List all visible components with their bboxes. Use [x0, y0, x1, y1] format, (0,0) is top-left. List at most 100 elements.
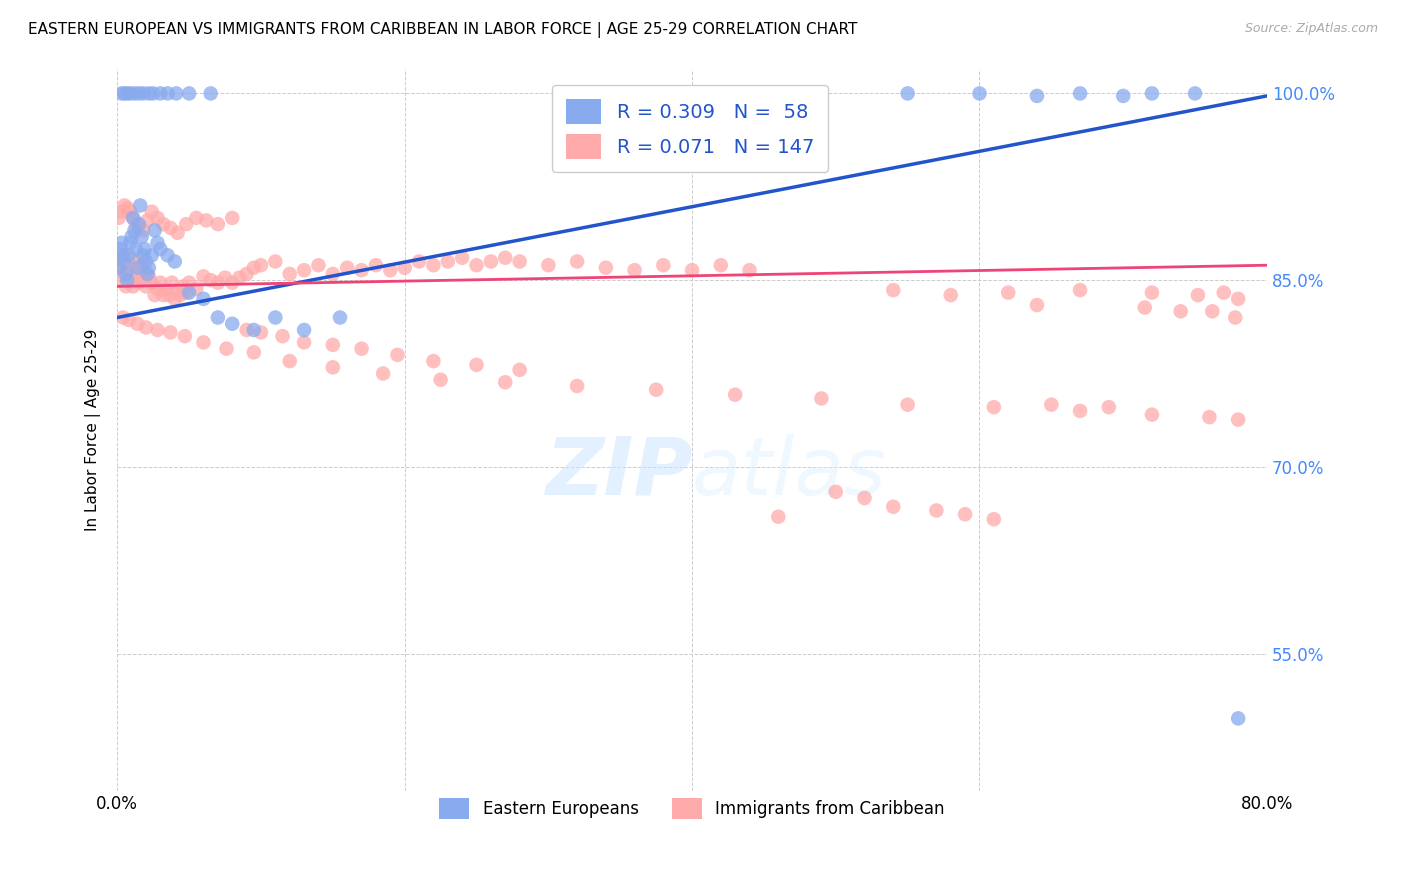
Point	[939, 288, 962, 302]
Point	[207, 276, 229, 290]
Legend: Eastern Europeans, Immigrants from Caribbean: Eastern Europeans, Immigrants from Carib…	[433, 791, 952, 826]
Point	[146, 235, 169, 250]
Point	[509, 363, 531, 377]
Point	[565, 379, 588, 393]
Point	[350, 263, 373, 277]
Point	[128, 276, 150, 290]
Point	[207, 217, 229, 231]
Point	[160, 276, 183, 290]
Point	[1098, 400, 1121, 414]
Point	[127, 317, 149, 331]
Point	[1140, 408, 1163, 422]
Point	[132, 223, 155, 237]
Point	[132, 273, 155, 287]
Point	[292, 323, 315, 337]
Point	[135, 320, 157, 334]
Point	[193, 292, 215, 306]
Point	[163, 254, 186, 268]
Point	[200, 273, 222, 287]
Point	[135, 279, 157, 293]
Point	[117, 273, 139, 287]
Point	[1133, 301, 1156, 315]
Point	[925, 503, 948, 517]
Point	[645, 383, 668, 397]
Point	[1140, 87, 1163, 101]
Point	[623, 263, 645, 277]
Point	[149, 276, 172, 290]
Point	[110, 204, 132, 219]
Point	[1187, 288, 1209, 302]
Point	[118, 254, 141, 268]
Point	[243, 345, 266, 359]
Point	[422, 258, 444, 272]
Point	[479, 254, 502, 268]
Point	[997, 285, 1019, 300]
Point	[117, 87, 139, 101]
Point	[1212, 285, 1234, 300]
Point	[146, 211, 169, 225]
Point	[114, 267, 136, 281]
Point	[897, 398, 920, 412]
Point	[146, 282, 169, 296]
Point	[127, 260, 149, 275]
Point	[1069, 404, 1091, 418]
Point	[124, 87, 146, 101]
Point	[152, 217, 174, 231]
Point	[110, 235, 132, 250]
Point	[436, 254, 458, 268]
Point	[214, 270, 236, 285]
Point	[565, 254, 588, 268]
Point	[221, 211, 243, 225]
Point	[142, 87, 165, 101]
Point	[114, 198, 136, 212]
Point	[111, 310, 134, 325]
Point	[243, 323, 266, 337]
Point	[595, 260, 617, 275]
Point	[152, 288, 174, 302]
Point	[114, 87, 136, 101]
Point	[537, 258, 560, 272]
Point	[983, 512, 1005, 526]
Point	[451, 251, 474, 265]
Point	[174, 285, 197, 300]
Text: EASTERN EUROPEAN VS IMMIGRANTS FROM CARIBBEAN IN LABOR FORCE | AGE 25-29 CORRELA: EASTERN EUROPEAN VS IMMIGRANTS FROM CARI…	[28, 22, 858, 38]
Point	[118, 313, 141, 327]
Point	[307, 258, 329, 272]
Point	[131, 229, 153, 244]
Point	[278, 354, 301, 368]
Point	[322, 338, 344, 352]
Y-axis label: In Labor Force | Age 25-29: In Labor Force | Age 25-29	[86, 328, 101, 531]
Point	[108, 242, 131, 256]
Point	[235, 323, 257, 337]
Point	[146, 323, 169, 337]
Point	[149, 87, 172, 101]
Point	[117, 273, 139, 287]
Point	[215, 342, 238, 356]
Point	[129, 267, 152, 281]
Point	[969, 87, 991, 101]
Point	[174, 217, 197, 231]
Point	[186, 211, 208, 225]
Point	[172, 279, 194, 293]
Point	[179, 276, 201, 290]
Point	[128, 87, 150, 101]
Point	[125, 217, 148, 231]
Point	[429, 373, 451, 387]
Point	[738, 263, 761, 277]
Point	[250, 258, 273, 272]
Point	[322, 267, 344, 281]
Point	[953, 507, 976, 521]
Point	[121, 267, 143, 281]
Point	[131, 258, 153, 272]
Point	[120, 87, 142, 101]
Point	[138, 87, 160, 101]
Point	[824, 484, 846, 499]
Point	[141, 248, 163, 262]
Point	[394, 260, 416, 275]
Point	[169, 288, 191, 302]
Point	[149, 242, 172, 256]
Point	[128, 217, 150, 231]
Point	[127, 254, 149, 268]
Point	[681, 263, 703, 277]
Point	[179, 285, 201, 300]
